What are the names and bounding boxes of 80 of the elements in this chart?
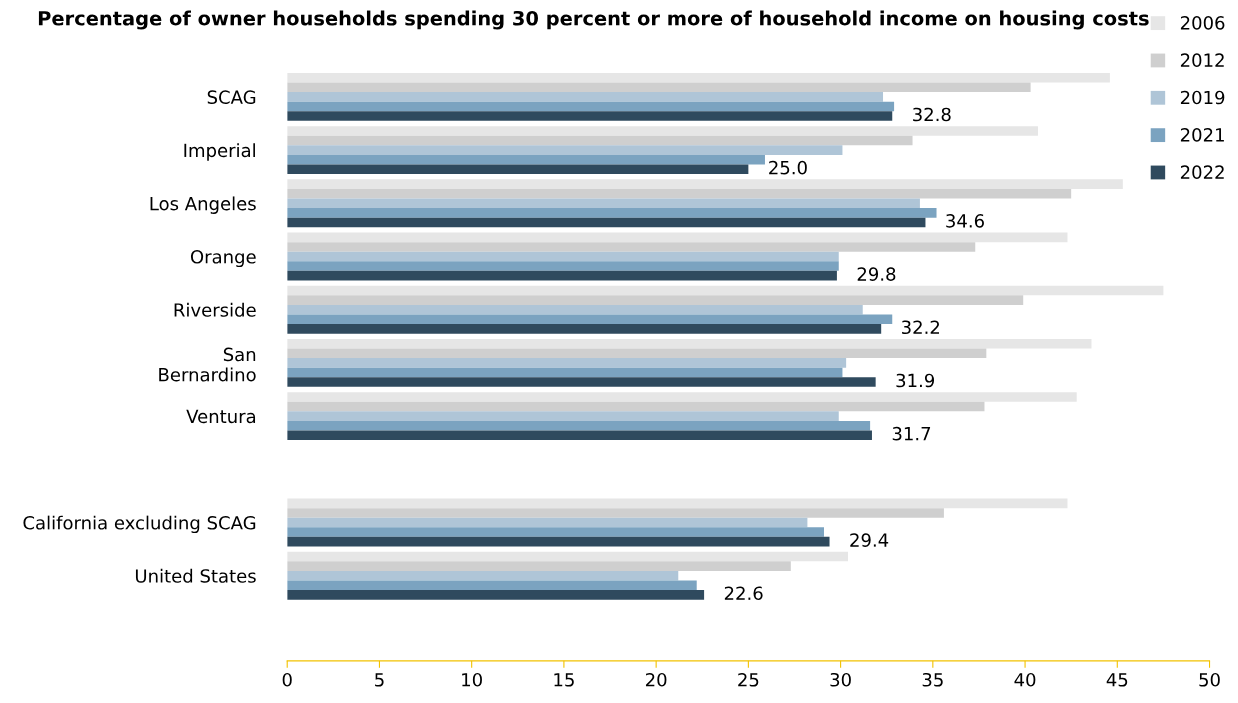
legend-label: 2012	[1180, 53, 1224, 67]
data-label: 25.0	[769, 160, 807, 175]
legend-label: 2006	[1180, 16, 1225, 30]
y-tick-label: Orange	[190, 249, 256, 268]
bar	[287, 358, 847, 368]
bar	[287, 324, 882, 334]
bar	[287, 251, 839, 262]
bar	[287, 392, 1077, 402]
data-label: 34.6	[946, 214, 984, 228]
legend-label: 2022	[1180, 165, 1224, 180]
x-tick-label: 35	[922, 672, 943, 687]
chart-title: Percentage of owner households spending 30 percent or more of household income on housing costs	[38, 10, 1149, 30]
bar	[287, 314, 893, 325]
bar	[287, 101, 895, 112]
y-tick-label: California excluding SCAG	[23, 515, 256, 534]
bar	[287, 377, 876, 387]
bar	[287, 198, 920, 209]
bar	[287, 561, 791, 571]
bar	[287, 348, 987, 359]
bar	[287, 135, 913, 146]
bar	[287, 304, 863, 315]
y-tick-label: Los Angeles	[150, 196, 256, 214]
bar	[287, 527, 824, 537]
x-tick-label: 20	[645, 672, 667, 687]
bar	[287, 217, 926, 228]
bar	[287, 82, 1031, 93]
bar	[287, 164, 749, 175]
bar	[287, 367, 843, 378]
bar	[287, 111, 893, 121]
bar	[287, 517, 808, 528]
data-label: 31.9	[896, 373, 935, 388]
x-tick-label: 25	[738, 672, 759, 687]
bar	[287, 580, 697, 591]
bar	[287, 430, 872, 441]
y-tick-label: Ventura	[186, 409, 256, 424]
bar	[287, 590, 705, 600]
bar	[287, 498, 1068, 509]
legend-label: 2021	[1180, 128, 1224, 142]
bar	[287, 179, 1123, 189]
bar	[287, 536, 830, 547]
data-label: 29.8	[857, 267, 896, 281]
bar	[287, 411, 839, 421]
data-label: 22.6	[724, 586, 763, 601]
bar	[287, 338, 1092, 349]
x-tick-label: 0	[282, 672, 292, 687]
x-tick-label: 40	[1014, 672, 1036, 687]
bar	[287, 420, 871, 431]
bar	[287, 188, 1072, 199]
bar	[287, 154, 765, 165]
bar	[287, 551, 848, 562]
bar	[287, 508, 944, 518]
bar	[287, 242, 976, 252]
x-tick-label: 30	[830, 672, 851, 687]
bar	[287, 261, 839, 271]
x-tick-label: 5	[375, 673, 384, 687]
x-tick-label: 10	[462, 672, 482, 687]
bar	[287, 570, 679, 581]
bar	[287, 232, 1068, 243]
y-tick-label: SCAG	[207, 90, 256, 105]
data-label: 31.7	[892, 426, 931, 441]
bar	[287, 72, 1110, 83]
bar	[287, 92, 884, 102]
y-tick-label: San Bernardino	[159, 347, 256, 382]
bar	[287, 270, 837, 281]
data-label: 32.8	[913, 107, 951, 122]
bar	[287, 295, 1024, 305]
x-tick-label: 50	[1199, 672, 1220, 687]
data-label: 29.4	[850, 533, 889, 547]
y-tick-label: Imperial	[184, 143, 255, 161]
x-tick-label: 45	[1106, 673, 1128, 687]
x-tick-label: 15	[554, 673, 574, 687]
bar	[287, 145, 843, 155]
legend-label: 2019	[1180, 90, 1225, 105]
bar	[287, 208, 937, 218]
y-tick-label: Riverside	[174, 302, 256, 317]
data-label: 32.2	[902, 320, 940, 335]
bar	[287, 401, 985, 412]
bar	[287, 285, 1164, 296]
bar	[287, 126, 1038, 136]
y-tick-label: United States	[135, 568, 256, 583]
